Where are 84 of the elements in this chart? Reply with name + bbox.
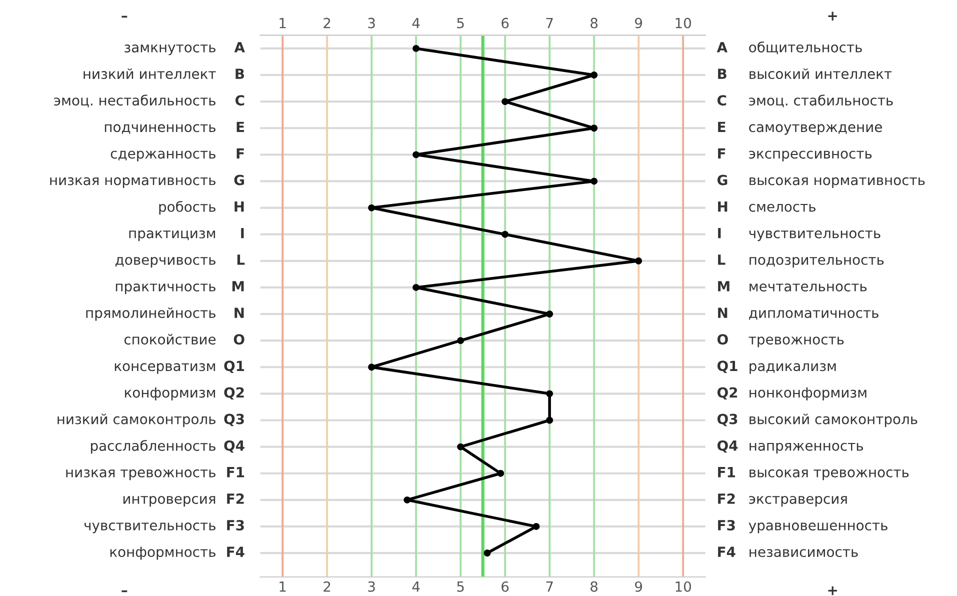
y-tick-label: чувствительность F3 bbox=[84, 520, 244, 534]
category-label: практичность M bbox=[116, 281, 244, 294]
category-label: прямолинейность N bbox=[86, 307, 244, 321]
point bbox=[412, 284, 420, 291]
category-label: M мечтательность bbox=[718, 281, 867, 292]
y2-tick-label: Q3 высокий самоконтроль bbox=[717, 414, 918, 427]
point bbox=[404, 496, 411, 504]
x-tick-label: 8 bbox=[590, 18, 598, 28]
category-label: F экспрессивность bbox=[718, 148, 872, 162]
category-label: спокойствие O bbox=[124, 334, 244, 345]
y2-tick-label: Q2 нонконформизм bbox=[717, 387, 866, 400]
x2-tick-label: 5 bbox=[457, 582, 464, 592]
x2-tick-label: 7 bbox=[546, 582, 553, 592]
point bbox=[590, 178, 598, 185]
point bbox=[546, 416, 554, 424]
category-label: E самоутверждение bbox=[718, 122, 882, 135]
y-tick-label: интроверсия F2 bbox=[123, 493, 244, 507]
x-tick-label: 2 bbox=[324, 18, 330, 28]
category-label: A общительность bbox=[716, 41, 862, 54]
point bbox=[368, 204, 376, 212]
y2-tick-label: F4 независимость bbox=[718, 546, 858, 558]
x2-tick-label: 6 bbox=[502, 581, 509, 592]
category-label: C эмоц. стабильность bbox=[717, 94, 893, 108]
point bbox=[546, 310, 554, 318]
y-tick-label: конформность F4 bbox=[110, 546, 244, 560]
category-label: низкий интеллект B bbox=[84, 68, 244, 80]
x2-tick-label: 1 bbox=[280, 582, 286, 592]
point bbox=[368, 364, 376, 371]
y2-tick-label: Q1 радикализм bbox=[717, 360, 836, 374]
x-tick-label: 6 bbox=[502, 18, 509, 28]
x2-tick-label: 8 bbox=[590, 581, 598, 592]
x-tick-label: 4 bbox=[412, 18, 420, 28]
x-tick-label: 3 bbox=[368, 18, 375, 28]
category-label: L подозрительность bbox=[718, 254, 884, 268]
x-tick-label: 5 bbox=[457, 18, 464, 28]
x-tick-label: 1 bbox=[280, 18, 286, 28]
point bbox=[590, 72, 598, 78]
category-label: низкая нормативность G bbox=[50, 174, 244, 188]
y-tick-label: конформизм Q2 bbox=[125, 387, 244, 400]
category-label: подчиненность E bbox=[104, 122, 244, 134]
text: – bbox=[122, 590, 128, 592]
category-label: практицизм I bbox=[129, 228, 244, 242]
y2-tick-label: Q4 напряженность bbox=[717, 440, 864, 454]
point bbox=[497, 470, 504, 477]
point bbox=[412, 151, 420, 158]
y2-tick-label: F3 уравновешенность bbox=[718, 520, 888, 534]
category-label: эмоц. нестабильность C bbox=[54, 94, 244, 108]
y-tick-label: консерватизм Q1 bbox=[114, 360, 244, 374]
x2-tick-label: 10 bbox=[676, 581, 691, 592]
point bbox=[457, 443, 464, 450]
text: + bbox=[828, 586, 837, 596]
y-tick-label: низкая тревожность F1 bbox=[66, 467, 244, 480]
x-tick-label: 10 bbox=[676, 18, 691, 28]
point bbox=[484, 550, 491, 556]
x2-tick-label: 4 bbox=[412, 582, 420, 592]
text: + bbox=[828, 12, 837, 21]
y2-tick-label: F2 экстраверсия bbox=[718, 493, 847, 507]
category-label: замкнутость A bbox=[124, 42, 245, 56]
category-label: G высокая нормативность bbox=[717, 174, 925, 188]
x2-tick-label: 3 bbox=[368, 581, 375, 592]
y-tick-label: низкий самоконтроль Q3 bbox=[58, 414, 244, 427]
x2-tick-label: 2 bbox=[324, 581, 330, 592]
y2-tick-label: F1 высокая тревожность bbox=[718, 467, 909, 480]
point bbox=[590, 124, 598, 132]
category-label: робость H bbox=[159, 200, 244, 215]
text: – bbox=[122, 16, 128, 18]
point bbox=[635, 257, 642, 264]
category-label: сдержанность F bbox=[110, 148, 244, 162]
x2-tick-label: 9 bbox=[635, 581, 642, 592]
category-label: доверчивость L bbox=[116, 254, 245, 268]
y-tick-label: расслабленность Q4 bbox=[90, 440, 244, 454]
point bbox=[532, 522, 540, 530]
x-tick-label: 7 bbox=[546, 18, 553, 28]
category-label: O тревожность bbox=[717, 334, 844, 348]
category-label: B высокий интеллект bbox=[718, 68, 892, 80]
x-tick-label: 9 bbox=[635, 18, 642, 28]
category-label: N дипломатичность bbox=[718, 308, 878, 320]
point bbox=[546, 390, 554, 398]
point bbox=[412, 44, 420, 52]
category-label: H смелость bbox=[718, 201, 816, 212]
point bbox=[457, 337, 464, 344]
category-label: I чувствительность bbox=[718, 228, 880, 242]
point bbox=[502, 98, 509, 106]
point bbox=[502, 230, 509, 238]
